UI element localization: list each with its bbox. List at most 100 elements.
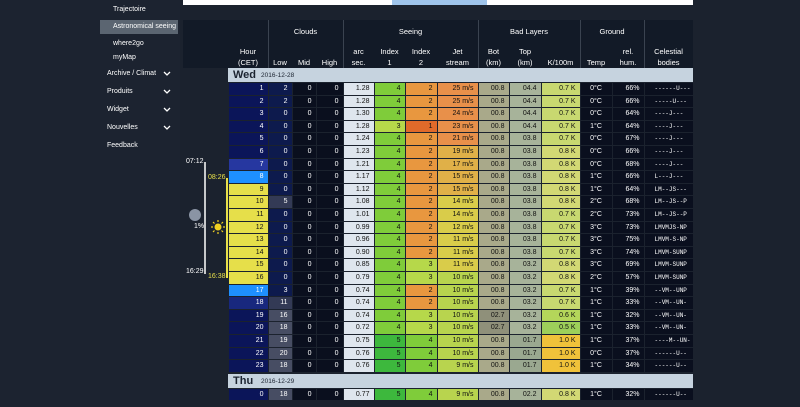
table-cell: 13 <box>228 234 268 246</box>
table-cell: 00.8 <box>478 284 509 297</box>
table-cell: 32% <box>612 388 644 401</box>
table-cell: 3°C <box>580 259 612 271</box>
table-cell: 17 <box>228 284 268 297</box>
table-cell: 0 <box>316 272 343 284</box>
table-cell: 0.76 <box>343 347 374 360</box>
table-cell: 03.8 <box>509 196 541 208</box>
table-cell: 00.8 <box>478 234 509 246</box>
table-cell: 0 <box>292 83 316 95</box>
table-cell: LMVM-SUNP <box>644 272 693 284</box>
table-cell: 0°C <box>580 95 612 108</box>
sidebar-link[interactable]: Trajectoire <box>113 6 146 13</box>
table-cell: 4 <box>374 259 405 271</box>
group-divider <box>343 20 344 68</box>
table-cell: 0 <box>268 158 292 171</box>
table-cell: 9 <box>228 183 268 196</box>
table-cell: 0 <box>292 133 316 145</box>
table-cell: 0 <box>292 146 316 158</box>
table-cell: 18 <box>268 322 292 334</box>
table-cell: 2 <box>405 297 437 309</box>
group-header: Ground <box>599 27 625 36</box>
table-cell: 0 <box>292 221 316 234</box>
table-cell: 0 <box>292 171 316 183</box>
day-name: Wed <box>233 69 257 81</box>
table-cell: 1°C <box>580 171 612 183</box>
sidebar-link[interactable]: Astronomical seeing <box>113 23 177 30</box>
table-cell: 2 <box>405 133 437 145</box>
table-cell: 10 m/s <box>437 322 478 334</box>
table-cell: 15 <box>228 259 268 271</box>
group-divider <box>580 20 581 68</box>
group-divider <box>268 20 269 68</box>
table-cell: --VM--UN- <box>644 309 693 322</box>
table-cell: 16 <box>268 309 292 322</box>
table-cell: 00.8 <box>478 83 509 95</box>
sidebar-link[interactable]: where2go <box>113 40 144 47</box>
table-cell: 0.85 <box>343 259 374 271</box>
moon-illumination: 1% <box>194 223 205 230</box>
column-header: Temp <box>586 58 606 67</box>
column-header: rel. <box>622 47 634 56</box>
table-cell: 25 m/s <box>437 95 478 108</box>
column-header: K/100m <box>547 58 574 67</box>
table-cell: 0 <box>316 259 343 271</box>
table-cell: 4 <box>228 120 268 133</box>
table-cell: 4 <box>405 360 437 372</box>
table-cell: 0.7 K <box>541 133 580 145</box>
table-cell: 0 <box>292 158 316 171</box>
table-cell: 4 <box>374 272 405 284</box>
table-cell: LMVMJS-NP <box>644 221 693 234</box>
table-cell: 04.4 <box>509 120 541 133</box>
table-cell: 0 <box>268 133 292 145</box>
table-cell: 0 <box>292 297 316 309</box>
table-cell: 0 <box>268 171 292 183</box>
column-header: stream <box>446 58 469 67</box>
table-cell: 3 <box>405 259 437 271</box>
table-cell: 1.0 K <box>541 335 580 347</box>
table-cell: 03.8 <box>509 133 541 145</box>
table-cell: 20 <box>268 347 292 360</box>
sidebar-link[interactable]: myMap <box>113 54 136 61</box>
table-cell: 0 <box>292 272 316 284</box>
table-cell: 00.8 <box>478 209 509 221</box>
table-cell: 1°C <box>580 297 612 309</box>
column-header: 2 <box>418 58 424 67</box>
table-cell: 0 <box>268 234 292 246</box>
table-cell: 0 <box>268 120 292 133</box>
table-cell: 0 <box>292 234 316 246</box>
sidebar-menu[interactable]: Widget <box>107 106 129 113</box>
sidebar-menu[interactable]: Nouvelles <box>107 124 138 131</box>
table-cell: 0.77 <box>343 388 374 401</box>
table-cell: 1.21 <box>343 158 374 171</box>
table-cell: 0 <box>316 388 343 401</box>
table-cell: 0°C <box>580 158 612 171</box>
table-cell: 32% <box>612 309 644 322</box>
sidebar-menu[interactable]: Produits <box>107 88 133 95</box>
table-cell: LM--JS--P <box>644 196 693 208</box>
table-cell: 2 <box>405 196 437 208</box>
sidebar-menu[interactable]: Archive / Climat <box>107 70 157 77</box>
table-cell: 4 <box>374 158 405 171</box>
table-cell: 0.8 K <box>541 146 580 158</box>
table-cell: 0.7 K <box>541 209 580 221</box>
table-cell: 01.7 <box>509 347 541 360</box>
sidebar-link[interactable]: Feedback <box>107 142 138 149</box>
table-cell: 4 <box>374 196 405 208</box>
group-header: Seeing <box>398 27 423 36</box>
table-cell: 0 <box>292 108 316 120</box>
table-cell: ----J--- <box>644 133 693 145</box>
table-cell: 0.76 <box>343 360 374 372</box>
table-cell: 10 m/s <box>437 297 478 309</box>
table-cell: 2 <box>405 284 437 297</box>
table-cell: 22 <box>228 347 268 360</box>
table-cell: 10 m/s <box>437 335 478 347</box>
day-date: 2016-12-28 <box>261 72 295 79</box>
table-cell: 0 <box>292 209 316 221</box>
top-button[interactable] <box>392 0 487 5</box>
table-cell: ------U-- <box>644 347 693 360</box>
table-cell: 00.8 <box>478 259 509 271</box>
table-cell: 03.2 <box>509 322 541 334</box>
table-cell: 00.8 <box>478 335 509 347</box>
column-header: High <box>321 58 338 67</box>
table-cell: LM--JS--- <box>644 183 693 196</box>
